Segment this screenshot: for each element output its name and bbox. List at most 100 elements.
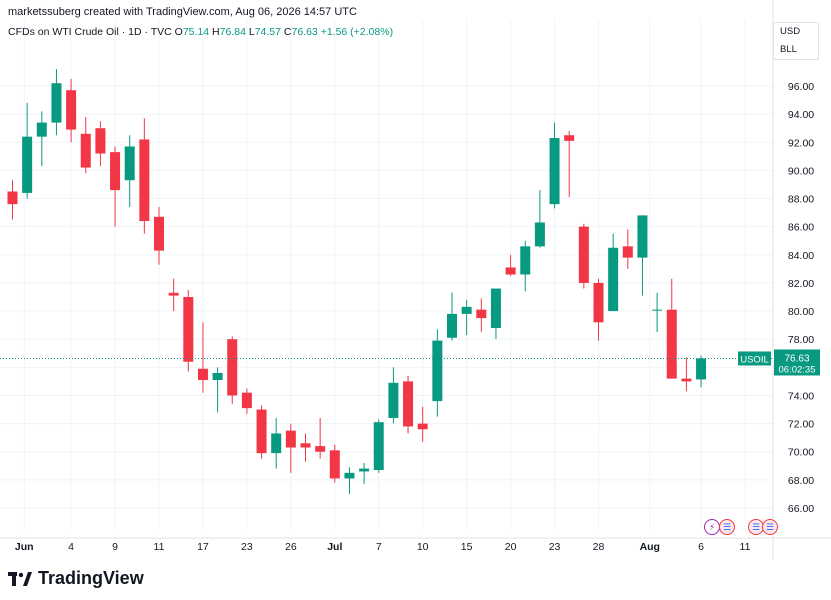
candle-body	[447, 313, 457, 338]
low-value: 74.57	[254, 26, 281, 38]
x-tick-label: 11	[154, 541, 165, 553]
candle-body	[124, 146, 135, 181]
candle-body	[681, 378, 692, 382]
y-tick-label: 82.00	[788, 278, 814, 290]
y-tick-label: 70.00	[788, 447, 814, 459]
open-value: 75.14	[182, 26, 210, 38]
low-label: L	[248, 26, 255, 38]
candle-body	[80, 133, 91, 168]
symbol-name[interactable]: CFDs on WTI Crude Oil · 1D · TVC	[8, 26, 172, 38]
price-tag-bg	[774, 349, 820, 376]
tradingview-logo-icon	[8, 571, 32, 586]
x-tick-label: 20	[505, 541, 517, 553]
price-tag-value: 76.63	[784, 353, 809, 364]
candle-body	[578, 226, 589, 283]
high-label: H	[212, 26, 220, 38]
candle-body	[36, 122, 47, 137]
candle-body	[197, 368, 208, 380]
candle-body	[7, 191, 18, 205]
candle-body	[417, 423, 428, 430]
candle-body	[359, 468, 370, 472]
candle-body	[696, 358, 707, 380]
candle-body	[388, 382, 399, 418]
candle-body	[432, 340, 443, 402]
y-tick-label: 96.00	[788, 81, 814, 93]
x-tick-label: 28	[593, 541, 605, 553]
time-axis: Jun 4 9 11 17 23 26 Jul 7 10 15 20 23 28 Aug 6 11	[0, 537, 831, 553]
candle-body	[95, 128, 106, 154]
candle-body	[315, 446, 326, 452]
lightning-event-icon[interactable]: ⚡	[704, 519, 720, 535]
candle-body	[622, 246, 633, 258]
brand-name: TradingView	[38, 568, 144, 588]
x-tick-label: 9	[112, 541, 118, 553]
price-tag-countdown: 06:02:35	[779, 364, 816, 375]
symbol-legend: CFDs on WTI Crude Oil · 1D · TVC O75.14 …	[8, 26, 393, 38]
candle-body	[564, 135, 575, 141]
x-tick-label: 6	[698, 541, 704, 553]
tradingview-brand: TradingView	[8, 568, 144, 589]
candle-body	[300, 443, 311, 448]
candle-body	[666, 309, 677, 379]
unit-label: BLL	[780, 44, 797, 55]
high-value: 76.84	[219, 26, 246, 38]
x-tick-label: 10	[417, 541, 429, 553]
candle-body	[476, 309, 487, 319]
candle-body	[66, 90, 77, 130]
open-label: O	[174, 26, 183, 38]
candle-body	[652, 309, 663, 311]
y-tick-label: 66.00	[788, 503, 814, 515]
x-tick-label: 4	[68, 541, 74, 553]
candle-body	[329, 450, 340, 479]
candle-body	[461, 306, 472, 314]
y-tick-label: 88.00	[788, 194, 814, 206]
candle-body	[241, 392, 252, 409]
candle-body	[22, 136, 33, 193]
y-tick-label: 86.00	[788, 222, 814, 234]
candle-body	[505, 267, 516, 275]
candle-body	[154, 216, 164, 251]
candles-layer	[7, 69, 707, 494]
candle-body	[490, 288, 501, 328]
candle-body	[212, 372, 223, 380]
y-tick-label: 72.00	[788, 419, 814, 431]
candle-body	[256, 409, 267, 454]
candle-body	[183, 297, 194, 362]
candle-body	[608, 247, 619, 312]
candle-body	[593, 282, 604, 323]
y-tick-label: 74.00	[788, 390, 814, 402]
us-flag-event-icon-3[interactable]: ☰	[762, 519, 778, 535]
candle-body	[285, 430, 296, 448]
x-tick-label: 7	[376, 541, 382, 553]
candle-body	[373, 422, 384, 471]
candle-body	[227, 339, 238, 396]
currency-unit-selector[interactable]: USD BLL	[773, 22, 819, 60]
x-tick-label: 26	[285, 541, 297, 553]
price-axis: 66.0068.0070.0072.0074.0076.0078.0080.00…	[772, 0, 814, 560]
change-value: +1.56 (+2.08%)	[320, 26, 394, 38]
candle-body	[549, 138, 560, 205]
candle-body	[520, 246, 531, 275]
candle-body	[139, 139, 150, 222]
close-value: 76.63	[291, 26, 318, 38]
y-tick-label: 80.00	[788, 306, 814, 318]
x-tick-label: Jul	[327, 541, 342, 553]
grid-lines	[0, 20, 773, 530]
us-flag-event-icon[interactable]: ☰	[719, 519, 735, 535]
y-tick-label: 84.00	[788, 250, 814, 262]
x-tick-label: Aug	[640, 541, 660, 553]
x-tick-label: 11	[740, 541, 751, 553]
candle-body	[110, 152, 121, 191]
candle-body	[168, 292, 179, 296]
y-tick-label: 92.00	[788, 137, 814, 149]
author-line: marketssuberg created with TradingView.c…	[8, 6, 357, 18]
x-tick-label: 15	[461, 541, 473, 553]
y-tick-label: 68.00	[788, 475, 814, 487]
currency-label: USD	[780, 26, 801, 37]
symbol-tag-text: USOIL	[740, 354, 769, 365]
x-tick-label: 23	[549, 541, 561, 553]
x-tick-label: Jun	[15, 541, 34, 553]
close-label: C	[283, 26, 292, 38]
